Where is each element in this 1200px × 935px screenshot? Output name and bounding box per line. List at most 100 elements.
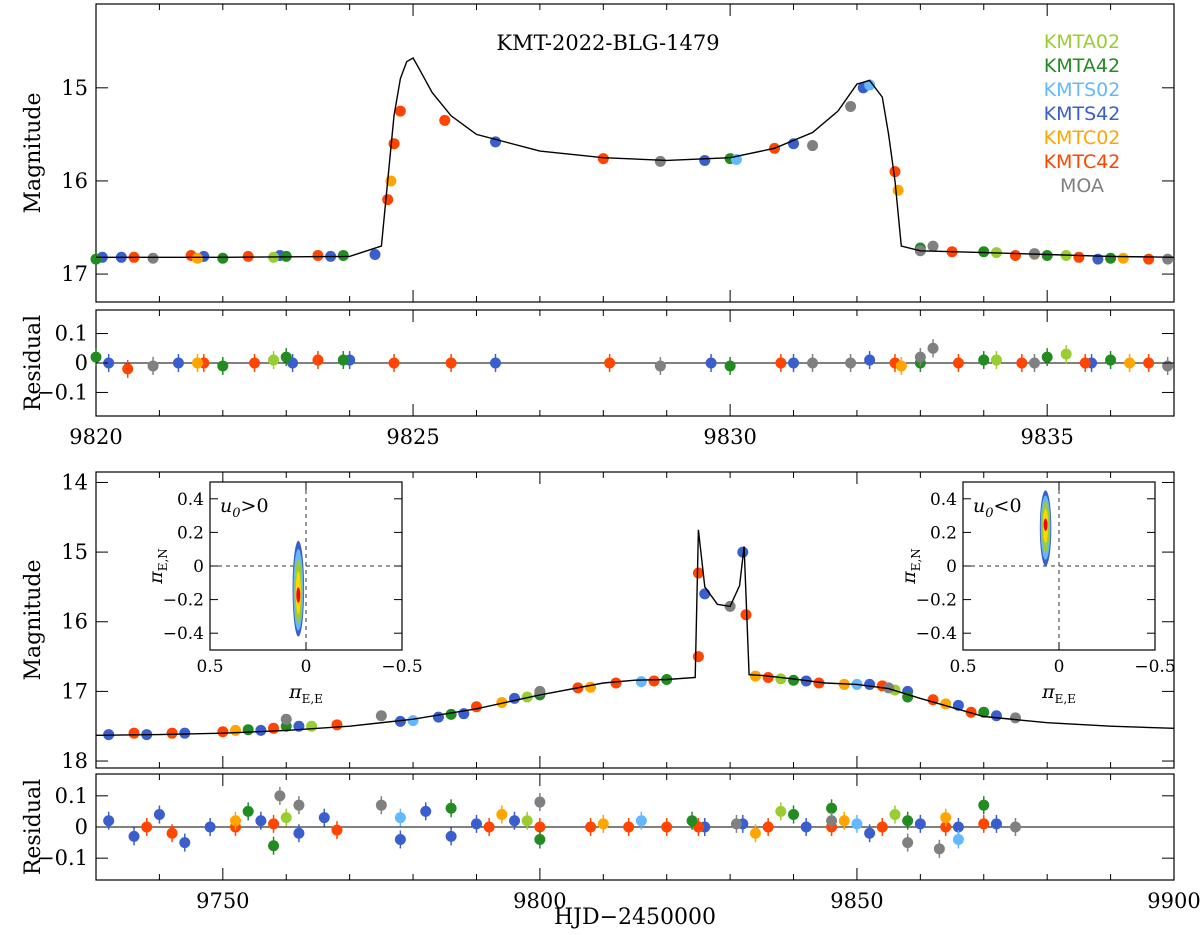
p3-point-KMTC42-1 [166,827,178,839]
p3-point-KMTS42-11 [470,818,482,830]
inset1-ylabel-sub: E,N [909,548,923,571]
p2-point-KMTS42-6 [432,711,444,723]
p0-point-KMTA42-1 [217,252,229,264]
p2-point-KMTS42-15 [990,710,1002,722]
p1-ytick-label-2: 0.1 [55,322,88,346]
inset1-xlabel-sub: E,E [1055,692,1076,706]
p3-point-KMTC42-14 [940,821,952,833]
p0-point-KMTS42-7 [699,154,711,166]
legend-entry-kmts42: KMTS42 [1044,103,1121,125]
legend-entry-kmta42: KMTA42 [1044,55,1120,77]
p2-point-KMTC42-8 [610,677,622,689]
p2-point-KMTC42-9 [648,675,660,687]
p3-point-KMTC02-1 [496,809,508,821]
p1-point-KMTC02-1 [895,360,907,372]
p3-point-KMTS42-4 [204,821,216,833]
p3-point-KMTA42-0 [242,805,254,817]
inset1-ytick-label-3: 0.2 [930,523,957,543]
legend-entry-kmtc02: KMTC02 [1044,127,1121,149]
inset0-xlabel-sub: E,E [302,692,323,706]
p2-point-KMTC42-11 [692,651,704,663]
inset1-xlabel: πE,E [1041,681,1076,706]
p1-xtick-label-1: 9825 [386,425,439,449]
p0-point-MOA-0 [147,252,159,264]
p3-point-KMTA42-4 [686,815,698,827]
p1-point-KMTA42-4 [724,360,736,372]
inset1-ylabel-symbol: π [898,571,920,585]
p1-point-KMTS42-1 [172,357,184,369]
bottom-light-curve-frame [95,471,1175,769]
p2-point-KMTC42-12 [740,609,752,621]
p3-point-KMTS02-3 [952,833,964,845]
p3-point-KMTA42-7 [902,815,914,827]
p0-point-KMTC42-10 [889,166,901,178]
p2-point-KMTC42-0 [128,727,140,739]
p3-point-KMTC02-3 [749,827,761,839]
p2-ytick-label-1: 15 [61,540,88,564]
p1-point-KMTS42-0 [103,357,115,369]
p1-point-KMTC42-0 [122,363,134,375]
p0-point-KMTC02-4 [1117,252,1129,264]
p1-xtick-label-3: 9835 [1020,425,1073,449]
p2-ytick-label-4: 18 [61,749,88,773]
p2-point-KMTS42-12 [864,678,876,690]
p3-point-KMTS42-18 [952,821,964,833]
p1-point-MOA-4 [914,351,926,363]
p0-point-KMTC42-3 [312,249,324,261]
p0-point-KMTA42-3 [337,249,349,261]
p2-ytick-label-0: 14 [61,470,88,494]
p2-point-KMTC42-14 [813,677,825,689]
inset0-xtick-label-1: 0 [301,657,312,677]
inset0-ytick-label-3: 0.2 [177,523,204,543]
top-residual-ylabel: Residual [21,315,46,411]
p3-point-MOA-2 [375,799,387,811]
p3-point-KMTA42-1 [268,840,280,852]
p2-point-KMTC42-5 [470,701,482,713]
p0-point-KMTC42-8 [597,153,609,165]
p3-point-KMTS02-2 [851,818,863,830]
inset0-title-rel: >0 [241,495,269,517]
p1-point-KMTA42-1 [217,360,229,372]
inset1-xtick-label-1: 0 [1054,657,1065,677]
p3-point-KMTA02-3 [889,809,901,821]
p2-point-KMTS42-9 [699,588,711,600]
p0-point-KMTA42-6 [978,246,990,258]
p3-ytick-label-0: −0.1 [37,846,88,870]
inset1-ytick-label-0: −0.4 [916,624,957,644]
p3-point-KMTC42-3 [268,818,280,830]
p0-point-MOA-7 [1162,253,1174,265]
bottom-ylabel: Magnitude [21,559,46,680]
p3-point-MOA-8 [1009,821,1021,833]
p2-point-KMTS02-0 [407,715,419,727]
p3-xtick-label-3: 9900 [1147,889,1200,913]
p3-xtick-label-1: 9800 [513,889,566,913]
p0-point-KMTC02-2 [892,184,904,196]
inset-layer: −0.4−0.200.20.40.5 0 −0.5u0>0πE,EπE,N−0.4−… [145,482,1176,706]
p3-point-KMTA42-3 [534,833,546,845]
p2-point-KMTC42-1 [166,727,178,739]
p1-point-KMTS42-6 [788,357,800,369]
top-light-curve-frame [95,3,1175,303]
p0-point-KMTC42-6 [394,105,406,117]
p0-point-KMTC42-4 [382,194,394,206]
x-axis-title: HJD−2450000 [554,905,716,930]
p0-point-KMTC02-0 [191,252,203,264]
p2-point-KMTA02-1 [521,691,533,703]
inset0-ytick-label-2: 0 [193,557,204,577]
p3-point-KMTS42-5 [255,815,267,827]
legend-entry-kmts02: KMTS02 [1044,79,1121,101]
p0-point-KMTC42-7 [439,114,451,126]
p3-point-MOA-6 [902,837,914,849]
chart-title: KMT-2022-BLG-1479 [496,31,719,55]
p2-point-MOA-0 [280,713,292,725]
p0-model-curve [96,57,1175,258]
inset0-title: u0>0 [220,495,269,521]
p3-point-KMTA42-8 [978,799,990,811]
p1-point-KMTC42-10 [1016,357,1028,369]
p1-point-KMTC42-5 [445,357,457,369]
p1-ytick-label-0: −0.1 [37,380,88,404]
inset1-title: u0<0 [973,495,1022,521]
p1-point-KMTC42-6 [604,357,616,369]
p1-point-MOA-7 [1162,360,1174,372]
p1-point-KMTC42-3 [312,354,324,366]
